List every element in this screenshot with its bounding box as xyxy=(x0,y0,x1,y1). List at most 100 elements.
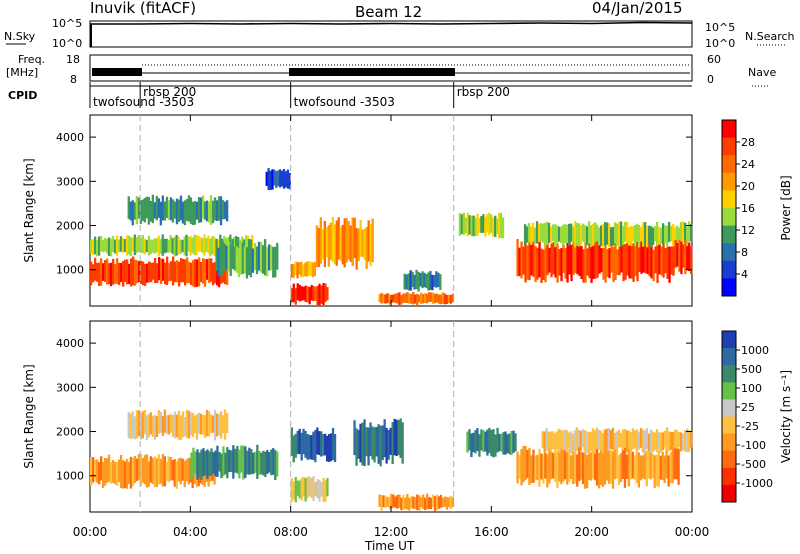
power-cell xyxy=(588,243,591,279)
power-cell xyxy=(612,226,615,246)
power-cell xyxy=(516,239,519,277)
velocity-cell xyxy=(96,459,99,483)
power-colorbar-swatch xyxy=(722,225,736,244)
power-cell xyxy=(189,197,193,224)
velocity-cell xyxy=(185,459,188,482)
velocity-cell xyxy=(559,429,562,448)
velocity-cell xyxy=(663,430,667,448)
power-cell xyxy=(562,244,565,273)
power-cell xyxy=(678,239,681,272)
velocity-cell xyxy=(472,432,475,453)
power-cell xyxy=(243,246,246,274)
velocity-cell xyxy=(175,414,179,438)
power-cell xyxy=(213,236,216,256)
velocity-cell xyxy=(196,449,199,480)
velocity-cell xyxy=(555,431,558,450)
power-region xyxy=(523,221,693,248)
nsky-line xyxy=(90,21,693,25)
power-ylabel: Slant Range [km] xyxy=(22,158,36,262)
power-cell xyxy=(628,245,631,279)
power-cell xyxy=(231,239,234,269)
power-cell xyxy=(123,239,127,252)
power-cell xyxy=(273,169,276,186)
velocity-cell xyxy=(563,429,566,451)
power-cell xyxy=(172,256,175,286)
power-cell xyxy=(144,263,147,286)
power-cell xyxy=(566,240,569,283)
power-cell xyxy=(526,245,529,280)
power-cell xyxy=(550,243,553,278)
velocity-cell xyxy=(155,416,158,437)
velocity-cell xyxy=(594,453,597,481)
power-colorbar-swatch xyxy=(722,172,736,191)
power-cell xyxy=(541,223,545,243)
power-cell xyxy=(317,228,320,267)
power-cell xyxy=(181,201,185,224)
velocity-colorbar-swatch xyxy=(722,331,736,349)
power-cell xyxy=(269,170,272,190)
velocity-cell xyxy=(129,413,132,439)
velocity-cell xyxy=(633,430,637,449)
power-cell xyxy=(130,258,133,287)
power-cell xyxy=(650,243,653,279)
power-cell xyxy=(187,195,191,222)
power-cell xyxy=(282,169,286,189)
velocity-cell xyxy=(615,446,619,479)
velocity-cell xyxy=(105,458,109,483)
velocity-cell xyxy=(361,422,364,466)
velocity-cell xyxy=(400,497,403,511)
power-cell xyxy=(217,239,220,253)
power-colorbar-swatch xyxy=(722,278,736,297)
velocity-cell xyxy=(157,410,160,434)
velocity-cell xyxy=(437,496,441,509)
power-cell xyxy=(437,294,441,304)
power-cell xyxy=(214,262,217,284)
power-ytick-label: 1000 xyxy=(56,264,84,277)
power-cell xyxy=(315,225,319,268)
power-cell xyxy=(140,260,143,284)
power-cell xyxy=(203,234,206,256)
power-cell xyxy=(494,215,497,238)
power-cell xyxy=(435,271,438,288)
power-cell xyxy=(616,223,619,246)
power-cell xyxy=(167,239,170,253)
power-cell xyxy=(245,235,248,254)
power-cell xyxy=(94,236,97,255)
power-cell xyxy=(501,217,505,238)
power-cell xyxy=(486,214,489,233)
velocity-cell xyxy=(179,415,183,440)
power-cell xyxy=(498,212,501,239)
power-cell xyxy=(396,293,399,304)
power-cell xyxy=(292,283,295,303)
velocity-cell xyxy=(441,497,445,508)
power-cell xyxy=(134,259,137,286)
power-cell xyxy=(690,224,693,242)
power-cell xyxy=(177,236,180,254)
power-cell xyxy=(564,224,567,244)
velocity-cell xyxy=(314,430,317,463)
power-cell xyxy=(648,240,651,277)
power-cell xyxy=(365,227,368,269)
velocity-cell xyxy=(392,494,395,508)
velocity-region xyxy=(466,427,517,458)
velocity-cell xyxy=(581,429,584,448)
power-cell xyxy=(590,245,593,283)
velocity-cell xyxy=(404,497,407,509)
velocity-cell xyxy=(665,447,668,479)
power-cell xyxy=(574,241,577,274)
velocity-cell xyxy=(139,413,142,440)
power-cell xyxy=(213,197,217,221)
power-cell xyxy=(460,214,463,234)
power-cell xyxy=(574,221,577,248)
velocity-cell xyxy=(379,425,382,467)
power-colorbar-tick-label: 8 xyxy=(741,246,748,259)
velocity-cell xyxy=(678,432,681,448)
velocity-cell xyxy=(378,494,381,507)
velocity-cell xyxy=(324,480,327,502)
power-cell xyxy=(229,244,232,276)
velocity-cell xyxy=(252,452,255,474)
cpid-segment-label: twofsound -3503 xyxy=(294,95,395,109)
power-cell xyxy=(204,258,207,287)
power-cell xyxy=(298,284,301,302)
